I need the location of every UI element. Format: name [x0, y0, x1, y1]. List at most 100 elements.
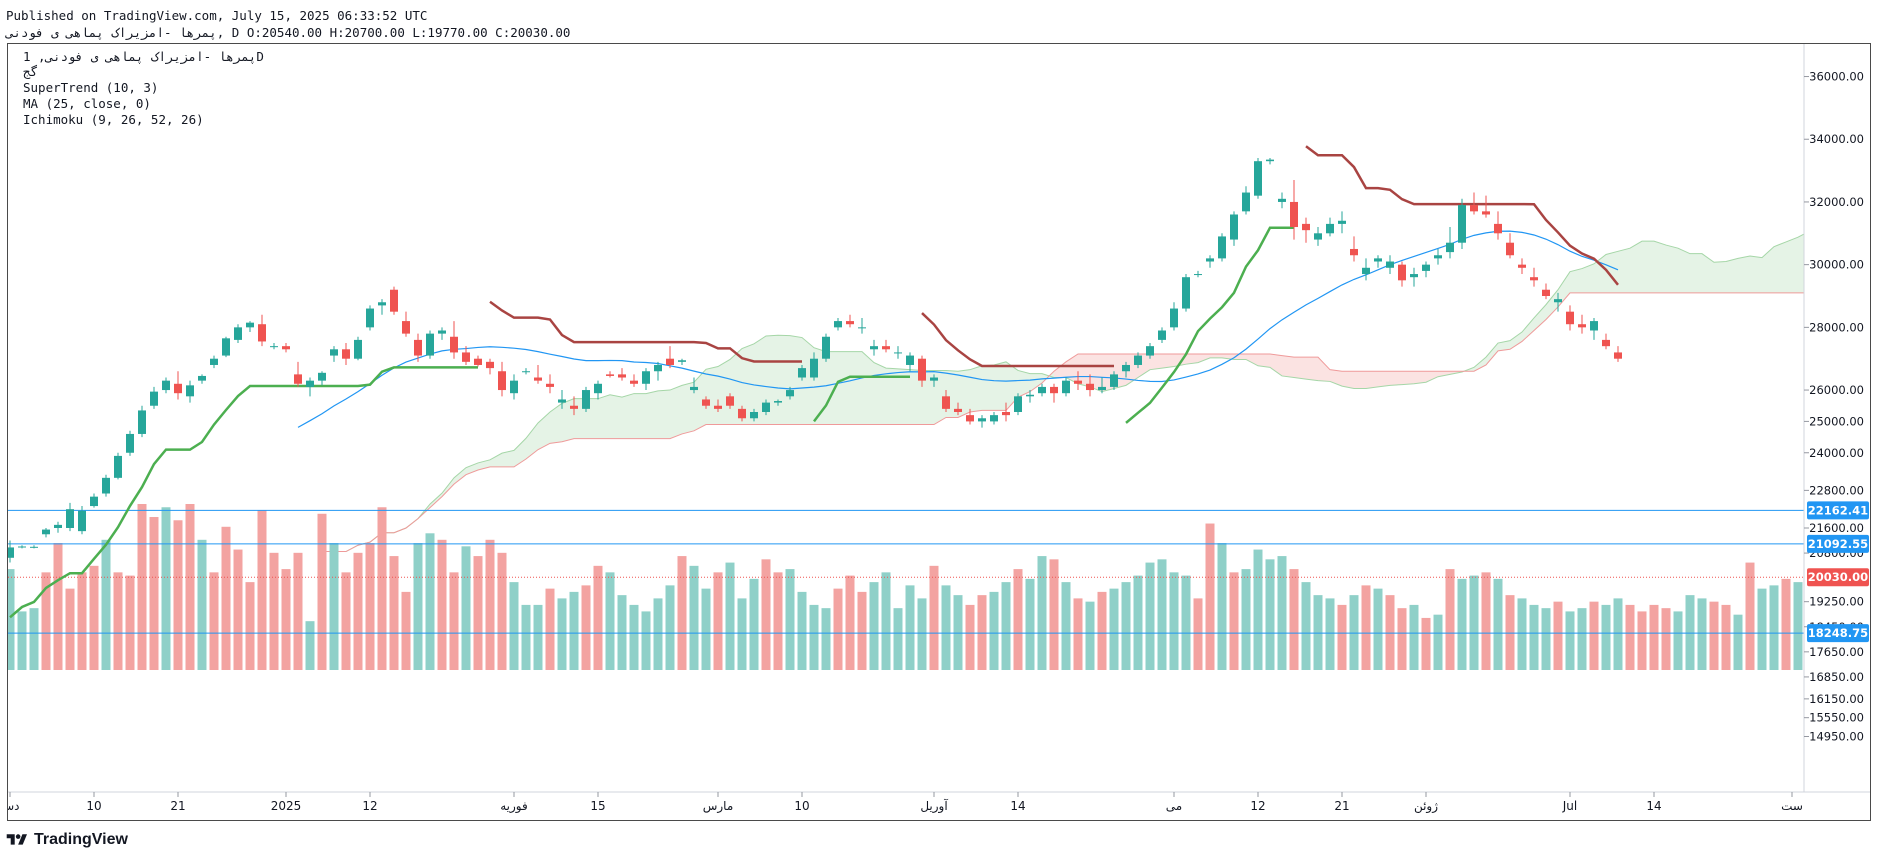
date-tick-label: مارس — [703, 799, 734, 814]
volume-bar — [665, 585, 675, 670]
ichimoku-cloud-segment — [634, 393, 646, 439]
ichimoku-cloud-segment — [1078, 354, 1090, 387]
price-tick-label: 32000.00 — [1809, 195, 1864, 209]
candle-up — [750, 412, 758, 419]
legend-ichimoku[interactable]: Ichimoku (9, 26, 52, 26) — [23, 112, 204, 127]
price-tick-label: 26000.00 — [1809, 383, 1864, 397]
volume-bar — [317, 513, 327, 670]
volume-bar — [893, 608, 903, 670]
candle-up — [1230, 214, 1238, 240]
ichimoku-cloud-segment — [514, 438, 526, 467]
volume-bar — [257, 510, 267, 670]
candle-down — [1494, 223, 1502, 234]
price-chart[interactable]: 36000.00 34000.00 32000.00 30000.00 28000.00… — [8, 44, 1870, 820]
chart-pane[interactable]: 36000.00 34000.00 32000.00 30000.00 28000.00… — [7, 43, 1871, 821]
ichimoku-cloud-segment — [1630, 241, 1642, 293]
candle-down — [606, 374, 614, 376]
candle-up — [1338, 220, 1346, 224]
date-tick-label: آوریل — [920, 798, 948, 814]
volume-bar — [41, 572, 51, 670]
volume-bar — [1037, 556, 1047, 670]
volume-bar — [725, 562, 735, 670]
candle-down — [258, 324, 266, 342]
volume-bar — [1229, 572, 1239, 670]
candle-up — [1386, 261, 1394, 268]
volume-bar — [341, 572, 351, 670]
candle-down — [846, 321, 854, 325]
volume-bar — [353, 552, 363, 670]
candle-up — [66, 509, 74, 528]
candle-up — [978, 418, 986, 422]
candle-up — [1146, 346, 1154, 356]
candle-up — [1422, 264, 1430, 271]
candle-down — [1086, 383, 1094, 391]
volume-bar — [1361, 585, 1371, 670]
volume-bar — [1541, 608, 1551, 670]
ichimoku-cloud-segment — [994, 361, 1006, 411]
candle-down — [1398, 264, 1406, 281]
candle-up — [330, 349, 338, 356]
candle-up — [1374, 258, 1382, 262]
candle-down — [294, 374, 302, 384]
candle-up — [810, 358, 818, 378]
volume-bar — [1625, 604, 1635, 670]
candle-up — [1182, 277, 1190, 309]
supertrend-down-line — [489, 300, 802, 363]
volume-bar — [8, 569, 15, 670]
candle-down — [942, 396, 950, 409]
footer-brand: TradingView — [6, 829, 128, 851]
ichimoku-cloud-segment — [1294, 357, 1306, 380]
volume-bar — [233, 549, 243, 670]
candle-down — [726, 396, 734, 406]
ichimoku-cloud-segment — [706, 366, 718, 425]
candle-up — [366, 308, 374, 328]
candle-down — [918, 358, 926, 381]
ichimoku-cloud-segment — [1018, 370, 1030, 398]
candle-up — [1110, 374, 1118, 387]
candle-up — [990, 415, 998, 422]
ichimoku-cloud-segment — [1270, 354, 1282, 376]
candle-up — [510, 380, 518, 394]
legend-supertrend[interactable]: SuperTrend (10, 3) — [23, 80, 159, 95]
volume-bar — [449, 572, 459, 670]
volume-bar — [77, 572, 87, 670]
date-tick-label: ست — [1781, 799, 1803, 813]
volume-bar — [1589, 601, 1599, 670]
candle-up — [78, 510, 86, 532]
volume-bar — [533, 604, 543, 670]
candle-down — [546, 383, 554, 387]
ichimoku-cloud-segment — [1090, 354, 1102, 392]
ichimoku-cloud-segment — [1390, 371, 1402, 386]
price-label-badge — [1807, 501, 1869, 520]
date-tick-label: 14 — [1646, 799, 1661, 813]
candle-down — [414, 339, 422, 356]
volume-bar — [389, 556, 399, 670]
volume-bar — [293, 552, 303, 670]
ichimoku-cloud-segment — [838, 351, 850, 425]
volume-bar — [1781, 578, 1791, 670]
candle-down — [1614, 352, 1622, 359]
legend-ma[interactable]: MA (25, close, 0) — [23, 96, 151, 111]
candle-up — [18, 546, 26, 548]
volume-bar — [1529, 604, 1539, 670]
candle-up — [642, 371, 650, 384]
volume-bar — [785, 569, 795, 670]
volume-bar — [1565, 611, 1575, 670]
candle-down — [1470, 205, 1478, 212]
ichimoku-cloud-segment — [1198, 354, 1210, 363]
candle-up — [1206, 258, 1214, 262]
ichimoku-cloud-segment — [1654, 241, 1666, 293]
price-label-badge — [1807, 568, 1869, 587]
ichimoku-cloud-segment — [754, 335, 766, 425]
volume-bar — [365, 543, 375, 670]
ichimoku-cloud-segment — [610, 394, 622, 439]
publish-info: Published on TradingView.com, July 15, 2… — [6, 8, 428, 23]
volume-bar — [1169, 572, 1179, 670]
volume-bar — [1553, 601, 1563, 670]
ichimoku-cloud-segment — [646, 390, 658, 439]
ichimoku-cloud-segment — [1750, 256, 1762, 293]
candle-down — [462, 352, 470, 362]
price-label-text: 18248.75 — [1808, 626, 1868, 640]
volume-bar — [1205, 523, 1215, 670]
date-tick-label: 10 — [794, 799, 809, 813]
